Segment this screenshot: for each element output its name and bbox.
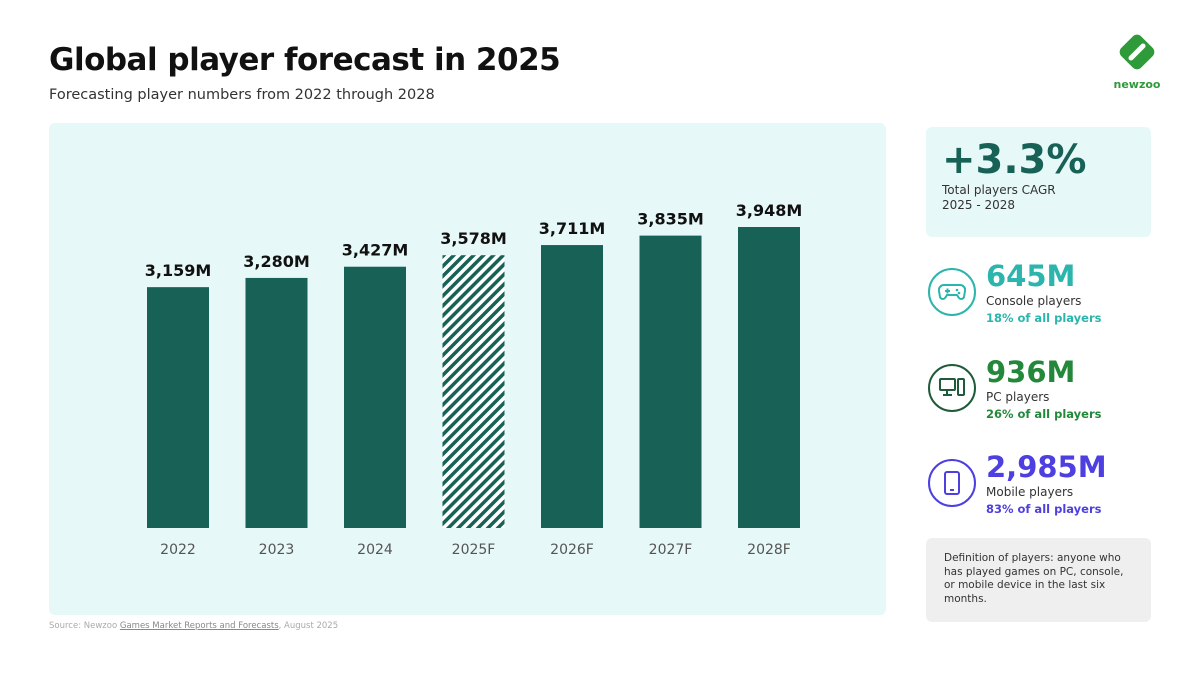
mobile-pct: 83% of all players <box>986 502 1102 516</box>
bar-2025F <box>442 255 505 528</box>
x-tick-label: 2022 <box>160 542 196 558</box>
gamepad-icon <box>928 268 976 316</box>
data-label: 3,711M <box>539 219 606 238</box>
x-tick-label: 2024 <box>357 542 393 558</box>
bar-2026F <box>541 245 603 528</box>
cagr-label: Total players CAGR <box>942 183 1056 197</box>
x-tick-label: 2028F <box>747 542 791 558</box>
mobile-label: Mobile players <box>986 485 1074 499</box>
data-label: 3,948M <box>736 201 803 220</box>
source-link[interactable]: Games Market Reports and Forecasts <box>119 621 279 631</box>
source-note: Source: Newzoo Games Market Reports and … <box>49 621 338 631</box>
x-tick-label: 2027F <box>649 542 693 558</box>
bar-2027F <box>639 235 702 529</box>
pc-value: 936M <box>986 355 1076 389</box>
cagr-range: 2025 - 2028 <box>942 198 1016 212</box>
x-tick-label: 2023 <box>259 542 295 558</box>
newzoo-logo-icon <box>1119 34 1155 70</box>
mobile-icon <box>928 459 976 507</box>
bar-2023 <box>245 277 308 528</box>
bar-2022 <box>147 287 209 528</box>
mobile-stat: 2,985M Mobile players 83% of all players <box>928 451 1158 521</box>
pc-icon <box>928 364 976 412</box>
data-label: 3,578M <box>440 229 507 248</box>
x-tick-label: 2026F <box>550 542 594 558</box>
source-prefix: Source: Newzoo <box>49 621 120 631</box>
console-stat: 645M Console players 18% of all players <box>928 260 1158 330</box>
x-tick-label: 2025F <box>452 542 496 558</box>
data-label: 3,427M <box>342 241 409 260</box>
page-title: Global player forecast in 2025 <box>49 42 561 78</box>
bar-chart: 3,159M 2022 3,280M 2023 3,427M 2024 3,578M 2025… <box>145 201 803 558</box>
pc-label: PC players <box>986 390 1050 404</box>
page-subtitle: Forecasting player numbers from 2022 thr… <box>49 87 435 103</box>
pc-pct: 26% of all players <box>986 407 1102 421</box>
bar-2028F <box>738 227 800 528</box>
pc-stat: 936M PC players 26% of all players <box>928 356 1158 426</box>
mobile-value: 2,985M <box>986 450 1107 484</box>
data-label: 3,159M <box>145 261 212 280</box>
bar-2024 <box>344 266 406 528</box>
logo-text: newzoo <box>1113 78 1161 91</box>
source-suffix: , August 2025 <box>278 621 339 631</box>
console-label: Console players <box>986 294 1082 308</box>
definition-card: Definition of players: anyone who has pl… <box>926 538 1151 622</box>
chart-panel: 3,159M 2022 3,280M 2023 3,427M 2024 3,578M 2025… <box>49 123 886 615</box>
console-pct: 18% of all players <box>986 311 1102 325</box>
data-label: 3,280M <box>243 252 310 271</box>
newzoo-logo: newzoo <box>1112 32 1162 91</box>
console-value: 645M <box>986 259 1076 293</box>
data-label: 3,835M <box>637 210 704 229</box>
cagr-value: +3.3% <box>942 137 1087 183</box>
cagr-card: +3.3% Total players CAGR 2025 - 2028 <box>926 127 1151 237</box>
